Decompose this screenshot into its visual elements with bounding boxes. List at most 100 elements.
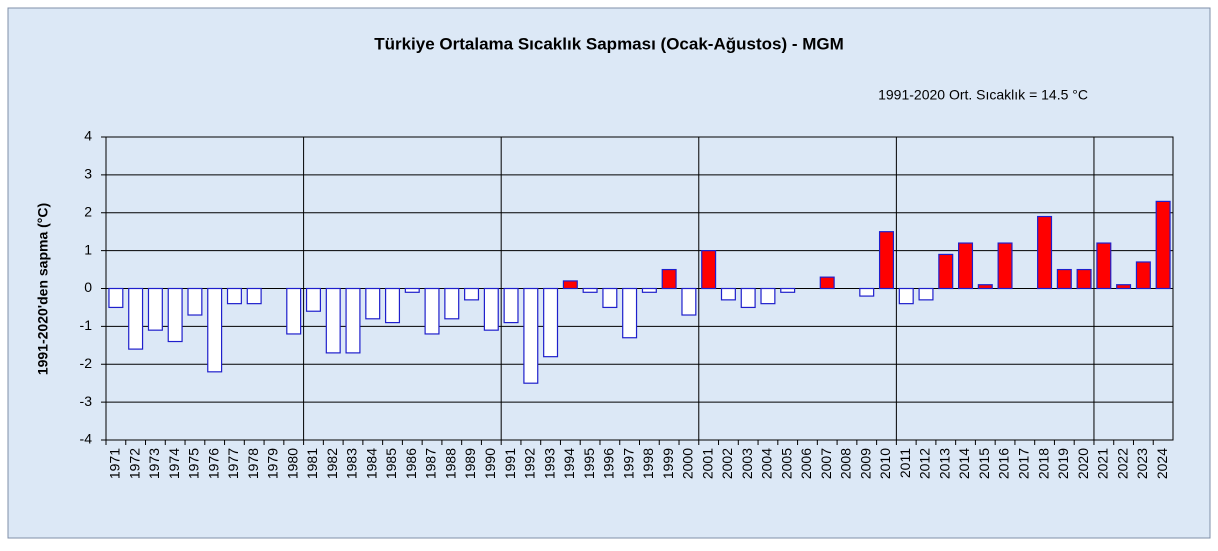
chart-title: Türkiye Ortalama Sıcaklık Sapması (Ocak-… [374, 34, 844, 53]
x-tick-label: 1988 [442, 448, 458, 479]
bar [226, 287, 242, 305]
bar [404, 287, 420, 293]
x-tick-label: 2019 [1055, 448, 1071, 479]
x-tick-label: 1973 [146, 448, 162, 479]
bar [898, 287, 914, 305]
x-tick-label: 2022 [1114, 448, 1130, 479]
bar [878, 231, 895, 290]
x-tick-label: 1991 [502, 448, 518, 479]
x-tick-label: 1982 [324, 448, 340, 479]
x-tick-label: 1981 [304, 448, 320, 479]
x-tick-label: 1995 [581, 448, 597, 479]
x-tick-label: 1980 [284, 448, 300, 479]
x-tick-label: 2005 [778, 448, 794, 479]
x-tick-label: 2020 [1075, 448, 1091, 479]
bar [780, 287, 796, 293]
bar [483, 287, 499, 331]
x-tick-label: 2023 [1134, 448, 1150, 479]
bar [819, 276, 835, 290]
y-tick-label: 2 [84, 203, 92, 219]
x-tick-label: 2003 [739, 448, 755, 479]
x-tick-label: 2000 [680, 448, 696, 479]
x-tick-label: 1984 [363, 448, 379, 479]
x-tick-label: 1983 [344, 448, 360, 479]
x-tick-label: 2010 [877, 448, 893, 479]
x-tick-label: 2002 [719, 448, 735, 479]
x-tick-label: 1974 [166, 448, 182, 479]
bar [286, 287, 302, 335]
x-tick-label: 2001 [699, 448, 715, 479]
bar [444, 287, 460, 320]
x-tick-label: 2006 [798, 448, 814, 479]
bar [859, 287, 875, 297]
bar [1076, 268, 1092, 290]
x-tick-label: 1985 [383, 448, 399, 479]
x-tick-label: 1989 [462, 448, 478, 479]
x-tick-label: 1979 [265, 448, 281, 479]
x-tick-label: 1976 [205, 448, 221, 479]
x-tick-label: 2015 [976, 448, 992, 479]
x-tick-label: 1978 [245, 448, 261, 479]
bar [562, 280, 578, 290]
bar [167, 287, 183, 343]
bar [503, 287, 519, 324]
y-tick-label: -2 [80, 355, 93, 371]
x-tick-label: 2014 [956, 448, 972, 479]
bar [345, 287, 361, 354]
bar [1096, 242, 1112, 290]
x-tick-label: 2016 [996, 448, 1012, 479]
bar [325, 287, 341, 354]
bar [1155, 200, 1171, 290]
bar [918, 287, 934, 301]
bar [641, 287, 657, 293]
x-tick-label: 2007 [818, 448, 834, 479]
y-tick-label: 3 [84, 166, 92, 182]
x-tick-label: 1977 [225, 448, 241, 479]
x-tick-label: 1975 [186, 448, 202, 479]
bar [1056, 268, 1072, 290]
bar [997, 242, 1013, 290]
bar [424, 287, 440, 335]
bar [681, 287, 697, 316]
bar [464, 287, 480, 301]
y-tick-label: -3 [80, 393, 93, 409]
bar [938, 253, 954, 290]
bar [1037, 215, 1053, 290]
y-tick-label: -4 [80, 431, 93, 447]
y-tick-label: -1 [80, 317, 93, 333]
x-tick-label: 1996 [601, 448, 617, 479]
y-tick-label: 4 [84, 128, 92, 144]
bar [760, 287, 776, 305]
bar [128, 287, 144, 350]
bar [602, 287, 618, 309]
x-tick-label: 2017 [1016, 448, 1032, 479]
y-tick-label: 0 [84, 279, 92, 295]
x-tick-label: 2009 [857, 448, 873, 479]
x-tick-label: 2004 [759, 448, 775, 479]
bar [622, 287, 638, 339]
x-tick-label: 1993 [541, 448, 557, 479]
bar [543, 287, 559, 358]
x-tick-label: 1997 [620, 448, 636, 479]
bar [246, 287, 262, 305]
x-tick-label: 2008 [838, 448, 854, 479]
bar [958, 242, 974, 290]
x-tick-label: 2021 [1095, 448, 1111, 479]
bar [661, 268, 677, 290]
x-tick-label: 1971 [107, 448, 123, 479]
bar [1116, 284, 1132, 290]
x-tick-label: 1998 [640, 448, 656, 479]
bar [523, 287, 539, 384]
x-tick-label: 2012 [917, 448, 933, 479]
bar [384, 287, 401, 324]
annotation: 1991-2020 Ort. Sıcaklık = 14.5 °C [878, 87, 1088, 103]
bar [187, 287, 203, 316]
bar [977, 284, 993, 290]
x-tick-label: 1999 [660, 448, 676, 479]
bar [582, 287, 598, 293]
bar [305, 287, 321, 312]
bar [1135, 261, 1151, 290]
x-tick-label: 1972 [126, 448, 142, 479]
